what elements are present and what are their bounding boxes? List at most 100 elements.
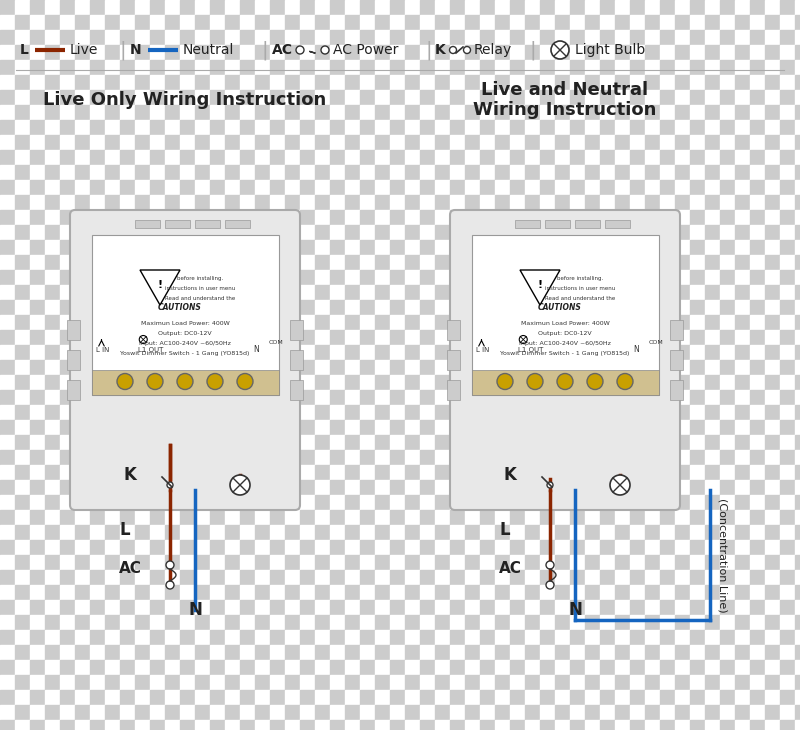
Bar	[780, 105, 795, 120]
Bar	[285, 675, 300, 690]
Bar	[780, 330, 795, 345]
Bar	[630, 420, 645, 435]
Bar	[555, 240, 570, 255]
Bar	[15, 285, 30, 300]
Bar	[135, 225, 150, 240]
Bar	[645, 75, 660, 90]
Bar	[0, 60, 15, 75]
Bar	[480, 525, 495, 540]
Bar	[540, 585, 555, 600]
Bar	[630, 450, 645, 465]
Bar	[750, 15, 765, 30]
Bar	[270, 450, 285, 465]
Bar	[150, 75, 165, 90]
Bar	[600, 285, 615, 300]
Bar	[495, 105, 510, 120]
Bar	[90, 285, 105, 300]
Bar	[555, 120, 570, 135]
Bar	[165, 435, 180, 450]
Bar	[780, 525, 795, 540]
Bar	[15, 210, 30, 225]
Bar	[765, 180, 780, 195]
Bar	[615, 450, 630, 465]
Bar	[150, 450, 165, 465]
Bar	[165, 75, 180, 90]
Bar	[45, 75, 60, 90]
Bar	[0, 630, 15, 645]
Bar	[630, 540, 645, 555]
Bar	[210, 135, 225, 150]
Bar	[765, 315, 780, 330]
Bar	[180, 240, 195, 255]
Bar	[90, 60, 105, 75]
Bar	[300, 660, 315, 675]
Bar	[270, 0, 285, 15]
Bar	[690, 585, 705, 600]
Bar	[495, 480, 510, 495]
Bar	[645, 60, 660, 75]
Bar	[30, 510, 45, 525]
Bar	[135, 645, 150, 660]
Bar	[315, 315, 330, 330]
Bar	[720, 585, 735, 600]
Bar	[405, 465, 420, 480]
Bar	[180, 90, 195, 105]
Bar	[285, 15, 300, 30]
Bar	[375, 405, 390, 420]
Bar	[210, 90, 225, 105]
Bar	[690, 660, 705, 675]
Bar	[135, 705, 150, 720]
Bar	[780, 315, 795, 330]
Bar	[645, 15, 660, 30]
Bar	[705, 60, 720, 75]
Bar	[630, 60, 645, 75]
Bar	[465, 720, 480, 730]
Bar	[585, 450, 600, 465]
Bar	[360, 465, 375, 480]
Bar	[285, 405, 300, 420]
Bar	[225, 705, 240, 720]
Bar	[255, 630, 270, 645]
Bar	[735, 585, 750, 600]
Bar	[780, 390, 795, 405]
Bar	[690, 60, 705, 75]
Bar	[75, 345, 90, 360]
Bar	[705, 345, 720, 360]
Bar	[0, 720, 15, 730]
Bar	[585, 15, 600, 30]
Bar	[615, 225, 630, 240]
Bar	[570, 30, 585, 45]
Bar	[780, 465, 795, 480]
Bar	[30, 570, 45, 585]
Bar	[210, 705, 225, 720]
Bar	[315, 270, 330, 285]
Bar	[195, 0, 210, 15]
Text: |: |	[530, 40, 537, 60]
Text: instructions in user menu: instructions in user menu	[165, 286, 235, 291]
Bar	[360, 420, 375, 435]
Bar	[405, 225, 420, 240]
Bar	[765, 30, 780, 45]
Bar	[570, 210, 585, 225]
Bar	[75, 15, 90, 30]
Bar	[225, 135, 240, 150]
Bar	[465, 210, 480, 225]
Bar	[45, 90, 60, 105]
Bar	[600, 690, 615, 705]
Bar	[585, 510, 600, 525]
Bar	[585, 705, 600, 720]
Bar	[75, 300, 90, 315]
Bar	[720, 330, 735, 345]
Bar	[375, 315, 390, 330]
Bar	[255, 75, 270, 90]
Bar	[540, 570, 555, 585]
Bar	[120, 300, 135, 315]
Bar	[660, 120, 675, 135]
Bar	[495, 675, 510, 690]
Bar	[660, 300, 675, 315]
Bar	[540, 645, 555, 660]
Bar	[540, 615, 555, 630]
Bar	[480, 60, 495, 75]
Bar	[135, 0, 150, 15]
Bar	[585, 435, 600, 450]
